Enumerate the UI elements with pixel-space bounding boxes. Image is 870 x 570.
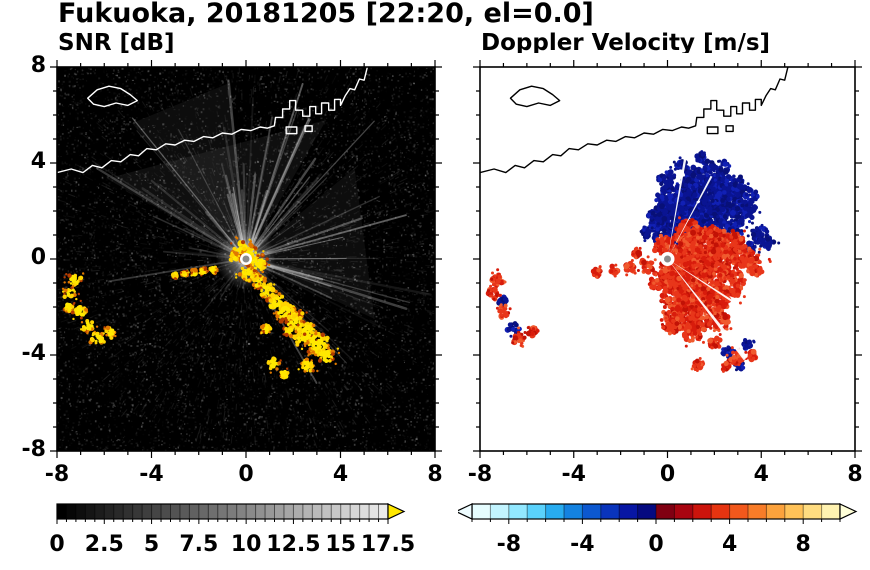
x-tick-label-doppler: -4	[561, 462, 586, 487]
doppler-panel-title: Doppler Velocity [m/s]	[481, 30, 771, 56]
x-tick-label-snr: 4	[332, 462, 349, 487]
doppler-ppi-plot	[466, 53, 869, 465]
y-tick-label: 8	[30, 53, 46, 78]
doppler-colorbar-tick-label: 4	[721, 532, 738, 557]
x-tick-label-snr: -8	[44, 462, 70, 487]
snr-ppi-plot	[43, 53, 449, 465]
x-tick-label-doppler: -8	[467, 462, 493, 487]
doppler-colorbar-tick-label: -8	[496, 532, 522, 557]
doppler-colorbar-tick-label: 8	[795, 532, 811, 557]
snr-colorbar	[50, 500, 420, 530]
y-tick-label: 0	[30, 245, 46, 270]
snr-colorbar-tick-label: 0	[49, 532, 65, 557]
snr-colorbar-tick-label: 15	[325, 532, 357, 557]
y-tick-label: 4	[30, 149, 46, 174]
x-tick-label-doppler: 0	[659, 462, 676, 487]
x-tick-label-doppler: 4	[753, 462, 769, 487]
snr-colorbar-tick-label: 17.5	[360, 532, 416, 557]
snr-colorbar-tick-label: 7.5	[179, 532, 219, 557]
snr-colorbar-tick-label: 2.5	[84, 532, 124, 557]
figure-title: Fukuoka, 20181205 [22:20, el=0.0]	[58, 0, 594, 29]
x-tick-label-doppler: 8	[847, 462, 863, 487]
doppler-colorbar	[458, 500, 860, 530]
x-tick-label-snr: 8	[427, 462, 443, 487]
x-tick-label-snr: -4	[139, 462, 164, 487]
snr-panel-title: SNR [dB]	[58, 30, 175, 56]
doppler-colorbar-tick-label: 0	[648, 532, 664, 557]
y-tick-label: -8	[21, 437, 46, 462]
x-tick-label-snr: 0	[238, 462, 254, 487]
snr-colorbar-tick-label: 5	[143, 532, 160, 557]
snr-colorbar-tick-label: 10	[230, 532, 262, 557]
doppler-colorbar-tick-label: -4	[570, 532, 595, 557]
snr-colorbar-tick-label: 12.5	[266, 532, 321, 557]
y-tick-label: -4	[21, 341, 46, 366]
